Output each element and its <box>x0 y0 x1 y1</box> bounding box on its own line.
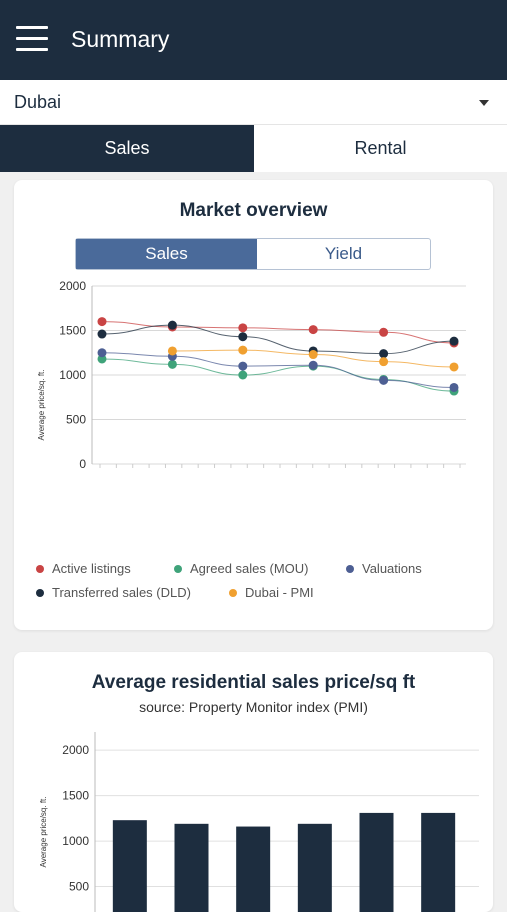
data-point[interactable] <box>238 361 248 371</box>
legend-dot <box>229 588 237 597</box>
legend-label: Dubai - PMI <box>245 585 314 600</box>
legend-item[interactable]: Dubai - PMI <box>229 584 314 602</box>
market-overview-line-chart: 0 500 1000 1500 2000 Average price/sq. ft. <box>37 279 466 471</box>
legend-item[interactable]: Transferred sales (DLD) <box>36 584 191 602</box>
bar[interactable] <box>112 820 147 912</box>
data-point[interactable] <box>308 360 318 370</box>
residential-price-card: Average residential sales price/sq ft so… <box>14 652 493 912</box>
data-point[interactable] <box>238 370 248 380</box>
bar[interactable] <box>421 812 456 912</box>
legend-item[interactable]: Agreed sales (MOU) <box>174 560 308 578</box>
legend-label: Agreed sales (MOU) <box>190 561 309 576</box>
chevron-down-icon[interactable] <box>479 100 489 106</box>
y-tick-label: 1000 <box>59 368 86 382</box>
data-point[interactable] <box>449 382 459 392</box>
legend-dot <box>346 564 354 573</box>
legend-dot <box>36 588 44 597</box>
y-tick-label: 1000 <box>62 834 89 848</box>
data-point[interactable] <box>449 362 459 372</box>
y-tick-label: 2000 <box>59 279 86 293</box>
data-point[interactable] <box>238 323 248 333</box>
data-point[interactable] <box>238 345 248 355</box>
legend-dot <box>174 564 182 573</box>
data-point[interactable] <box>379 357 389 367</box>
tab-rental[interactable]: Rental <box>254 125 507 172</box>
series-line <box>101 324 455 355</box>
residential-subtitle: source: Property Monitor index (PMI) <box>139 699 368 715</box>
tab-bar: Sales Rental <box>0 125 507 172</box>
legend-label: Valuations <box>362 561 422 576</box>
data-point[interactable] <box>97 348 107 358</box>
data-point[interactable] <box>167 320 177 330</box>
legend-item[interactable]: Valuations <box>346 560 422 578</box>
data-point[interactable] <box>97 317 107 327</box>
residential-bar-chart: 500 1000 1500 2000 Average price/sq. ft. <box>39 732 479 912</box>
toggle-yield[interactable]: Yield <box>324 244 363 263</box>
bar[interactable] <box>174 823 209 912</box>
data-point[interactable] <box>97 329 107 339</box>
data-point[interactable] <box>167 346 177 356</box>
hamburger-icon[interactable] <box>16 26 48 52</box>
legend-label: Transferred sales (DLD) <box>52 585 191 600</box>
data-point[interactable] <box>308 325 318 335</box>
data-point[interactable] <box>449 336 459 346</box>
data-point[interactable] <box>308 350 318 360</box>
app-header: Summary <box>0 0 507 80</box>
tab-sales[interactable]: Sales <box>0 125 254 172</box>
bar[interactable] <box>297 823 332 912</box>
y-tick-label: 1500 <box>62 789 89 803</box>
data-point[interactable] <box>379 327 389 337</box>
data-point[interactable] <box>238 332 248 342</box>
line-chart-y-axis-label: Average price/sq. ft. <box>37 370 46 441</box>
data-point[interactable] <box>97 354 107 364</box>
series-line <box>101 321 455 344</box>
data-point[interactable] <box>379 349 389 359</box>
toggle-sales[interactable]: Sales <box>76 239 257 269</box>
y-tick-label: 500 <box>66 413 86 427</box>
bar[interactable] <box>236 826 271 912</box>
y-tick-label: 0 <box>79 457 86 471</box>
sales-yield-toggle: Sales Yield <box>75 238 431 270</box>
data-point[interactable] <box>379 375 389 385</box>
location-select[interactable]: Dubai <box>0 80 507 125</box>
y-tick-label: 1500 <box>59 324 86 338</box>
market-overview-title: Market overview <box>179 200 328 221</box>
legend-item[interactable]: Active listings <box>36 560 131 578</box>
page-title: Summary <box>71 26 170 52</box>
y-tick-label: 500 <box>69 880 89 894</box>
bar-chart-y-axis-label: Average price/sq. ft. <box>39 797 48 868</box>
series-line <box>101 352 455 388</box>
location-value: Dubai <box>14 92 62 112</box>
market-overview-card: Market overview Sales Yield 0 500 1000 1500… <box>14 180 493 630</box>
legend-label: Active listings <box>52 561 131 576</box>
bar[interactable] <box>359 812 394 912</box>
legend-dot <box>36 564 44 573</box>
residential-title: Average residential sales price/sq ft <box>91 672 416 693</box>
data-point[interactable] <box>167 359 177 369</box>
y-tick-label: 2000 <box>62 743 89 757</box>
